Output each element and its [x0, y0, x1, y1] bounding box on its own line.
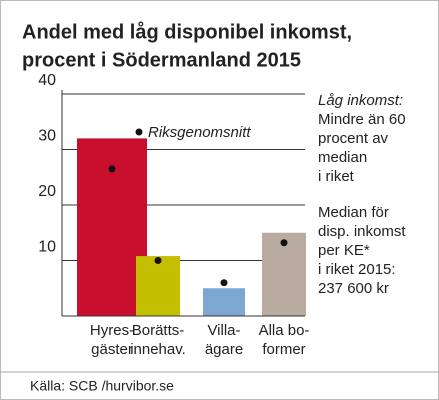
reference-dot — [280, 239, 288, 247]
note: Låg inkomst: — [318, 92, 403, 109]
x-tick-label: ägare — [205, 341, 243, 358]
bar — [136, 256, 180, 316]
note: i riket 2015: — [318, 261, 396, 278]
x-tick-label: Hyres- — [90, 322, 134, 339]
source: Källa: SCB /hurvibor.se — [30, 378, 174, 394]
note: 237 600 kr — [318, 280, 389, 297]
note: disp. inkomst — [318, 223, 406, 240]
chart-title: procent i Södermanland 2015 — [22, 49, 301, 71]
note: median — [318, 149, 367, 166]
reference-dot — [220, 279, 228, 287]
note: Mindre än 60 — [318, 111, 406, 128]
note: Median för — [318, 204, 389, 221]
bar — [262, 232, 306, 316]
x-tick-label: innehav. — [130, 341, 186, 358]
x-tick-label: Villa- — [207, 322, 240, 339]
bar — [203, 288, 245, 316]
legend-label: Riksgenomsnitt — [148, 124, 251, 141]
legend-dot — [135, 128, 143, 136]
reference-dot — [108, 165, 116, 173]
reference-dot — [154, 257, 162, 264]
note: per KE* — [318, 242, 370, 259]
x-tick-label: former — [262, 341, 305, 358]
x-tick-label: gäster — [91, 341, 133, 358]
y-tick-label: 20 — [38, 183, 56, 200]
x-tick-label: Alla bo- — [259, 322, 310, 339]
y-tick-label: 10 — [38, 239, 56, 256]
note: i riket — [318, 168, 355, 185]
x-tick-label: Borätts- — [132, 322, 185, 339]
chart-title: Andel med låg disponibel inkomst, — [22, 20, 352, 43]
note: procent av — [318, 130, 389, 147]
y-tick-label: 40 — [38, 72, 56, 89]
y-tick-label: 30 — [38, 128, 56, 145]
